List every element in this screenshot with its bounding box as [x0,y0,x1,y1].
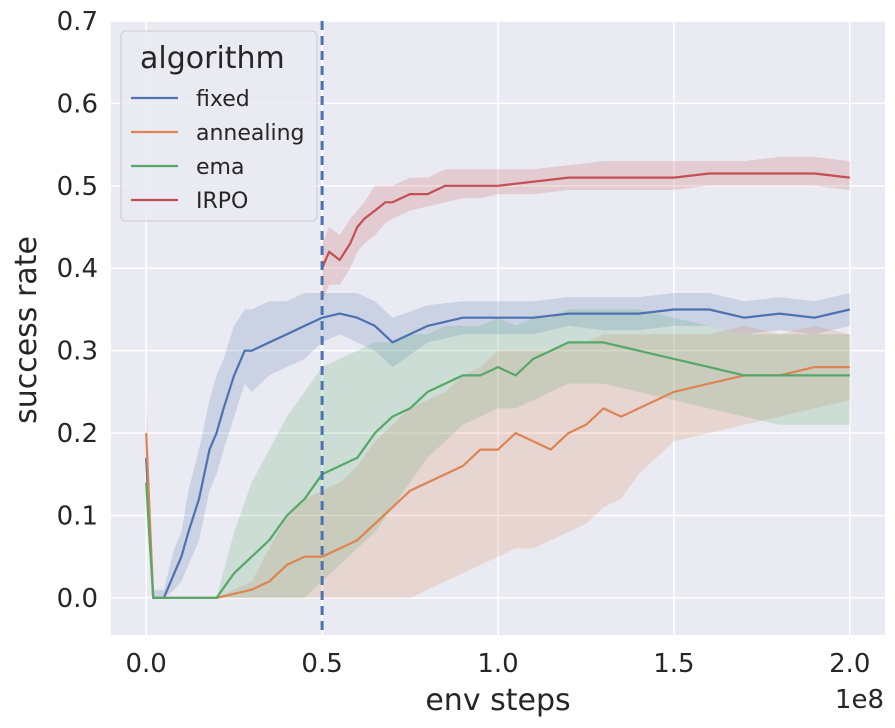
legend-box [120,30,318,222]
y-tick-label: 0.0 [57,584,98,614]
legend-items: fixed annealing ema IRPO [131,87,305,214]
y-tick-label: 0.3 [57,337,98,367]
x-tick-label: 0.5 [301,649,342,679]
x-offset-label: 1e8 [835,685,884,715]
y-axis-label: success rate [9,236,44,424]
line-irpo [321,172,850,269]
legend-label-irpo: IRPO [196,189,248,214]
y-tick-label: 0.4 [57,254,98,284]
legend-label-fixed: fixed [196,87,250,112]
x-tick-label: 0.0 [126,649,167,679]
series-lines [145,172,851,600]
x-tick-label: 1.5 [653,649,694,679]
x-tick-labels: 0.0 0.5 1.0 1.5 2.0 [126,649,871,679]
y-tick-label: 0.1 [57,501,98,531]
y-tick-labels: 0.0 0.1 0.2 0.3 0.4 0.5 0.6 0.7 [57,7,98,614]
x-tick-label: 1.0 [477,649,518,679]
y-tick-label: 0.6 [57,89,98,119]
band-irpo [322,157,850,302]
line-ema [145,341,850,600]
x-axis-label: env steps [425,683,570,718]
legend: algorithm fixed annealing ema IRPO [120,30,318,222]
band-annealing [146,325,850,598]
y-tick-label: 0.7 [57,7,98,37]
y-tick-label: 0.2 [57,419,98,449]
band-fixed [146,293,850,598]
legend-label-ema: ema [196,155,244,180]
line-fixed [145,308,851,600]
legend-label-annealing: annealing [196,121,305,146]
legend-title: algorithm [140,41,285,76]
line-annealing [145,366,850,600]
x-tick-label: 2.0 [829,649,870,679]
y-tick-label: 0.5 [57,172,98,202]
